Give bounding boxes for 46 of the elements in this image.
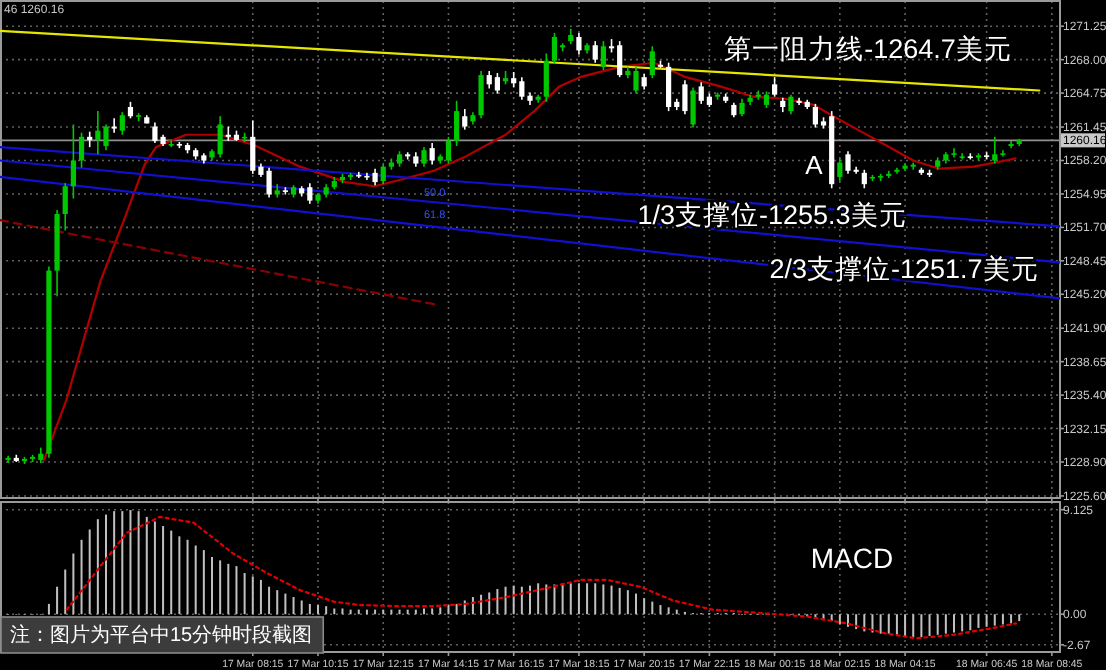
candlestick — [429, 142, 435, 166]
candlestick — [592, 40, 598, 64]
candlestick — [551, 32, 558, 65]
candlestick — [152, 121, 158, 144]
candlestick — [454, 100, 460, 147]
annotation: A — [805, 150, 824, 180]
candlestick — [788, 93, 794, 115]
candlestick — [217, 115, 223, 159]
candlestick — [103, 123, 109, 151]
candlestick — [380, 163, 386, 185]
annotation: 第一阻力线-1264.7美元 — [724, 34, 1012, 64]
candlestick — [600, 40, 606, 71]
candlestick — [70, 123, 76, 200]
candlestick — [274, 183, 280, 199]
candlestick — [633, 66, 639, 95]
candlestick — [617, 40, 623, 78]
candlestick — [772, 76, 778, 98]
candlestick — [307, 182, 313, 205]
candlestick — [421, 146, 427, 168]
candlestick — [462, 108, 468, 131]
candlestick — [666, 61, 672, 112]
candlestick — [445, 136, 452, 165]
annotation: MACD — [810, 542, 894, 574]
candlestick — [951, 147, 957, 159]
candlestick — [62, 182, 68, 232]
candlestick — [111, 117, 117, 134]
candlestick — [992, 136, 998, 165]
candlestick — [837, 157, 843, 182]
candlestick — [519, 76, 525, 101]
candlestick — [266, 166, 272, 199]
candlestick — [576, 32, 582, 56]
candlestick — [682, 79, 688, 115]
candlestick — [95, 110, 101, 156]
annotation: 注：图片为平台中15分钟时段截图 — [10, 623, 313, 647]
candlestick — [250, 119, 256, 175]
candlestick — [543, 52, 549, 103]
candlestick — [812, 103, 818, 129]
candlestick — [690, 86, 696, 129]
candlestick — [861, 168, 867, 190]
candlestick — [698, 81, 704, 105]
candlestick — [494, 72, 500, 95]
candlestick — [845, 150, 851, 175]
candlestick — [478, 70, 484, 120]
candlestick — [119, 111, 125, 136]
candlestick — [78, 131, 85, 169]
candlestick — [649, 45, 655, 79]
